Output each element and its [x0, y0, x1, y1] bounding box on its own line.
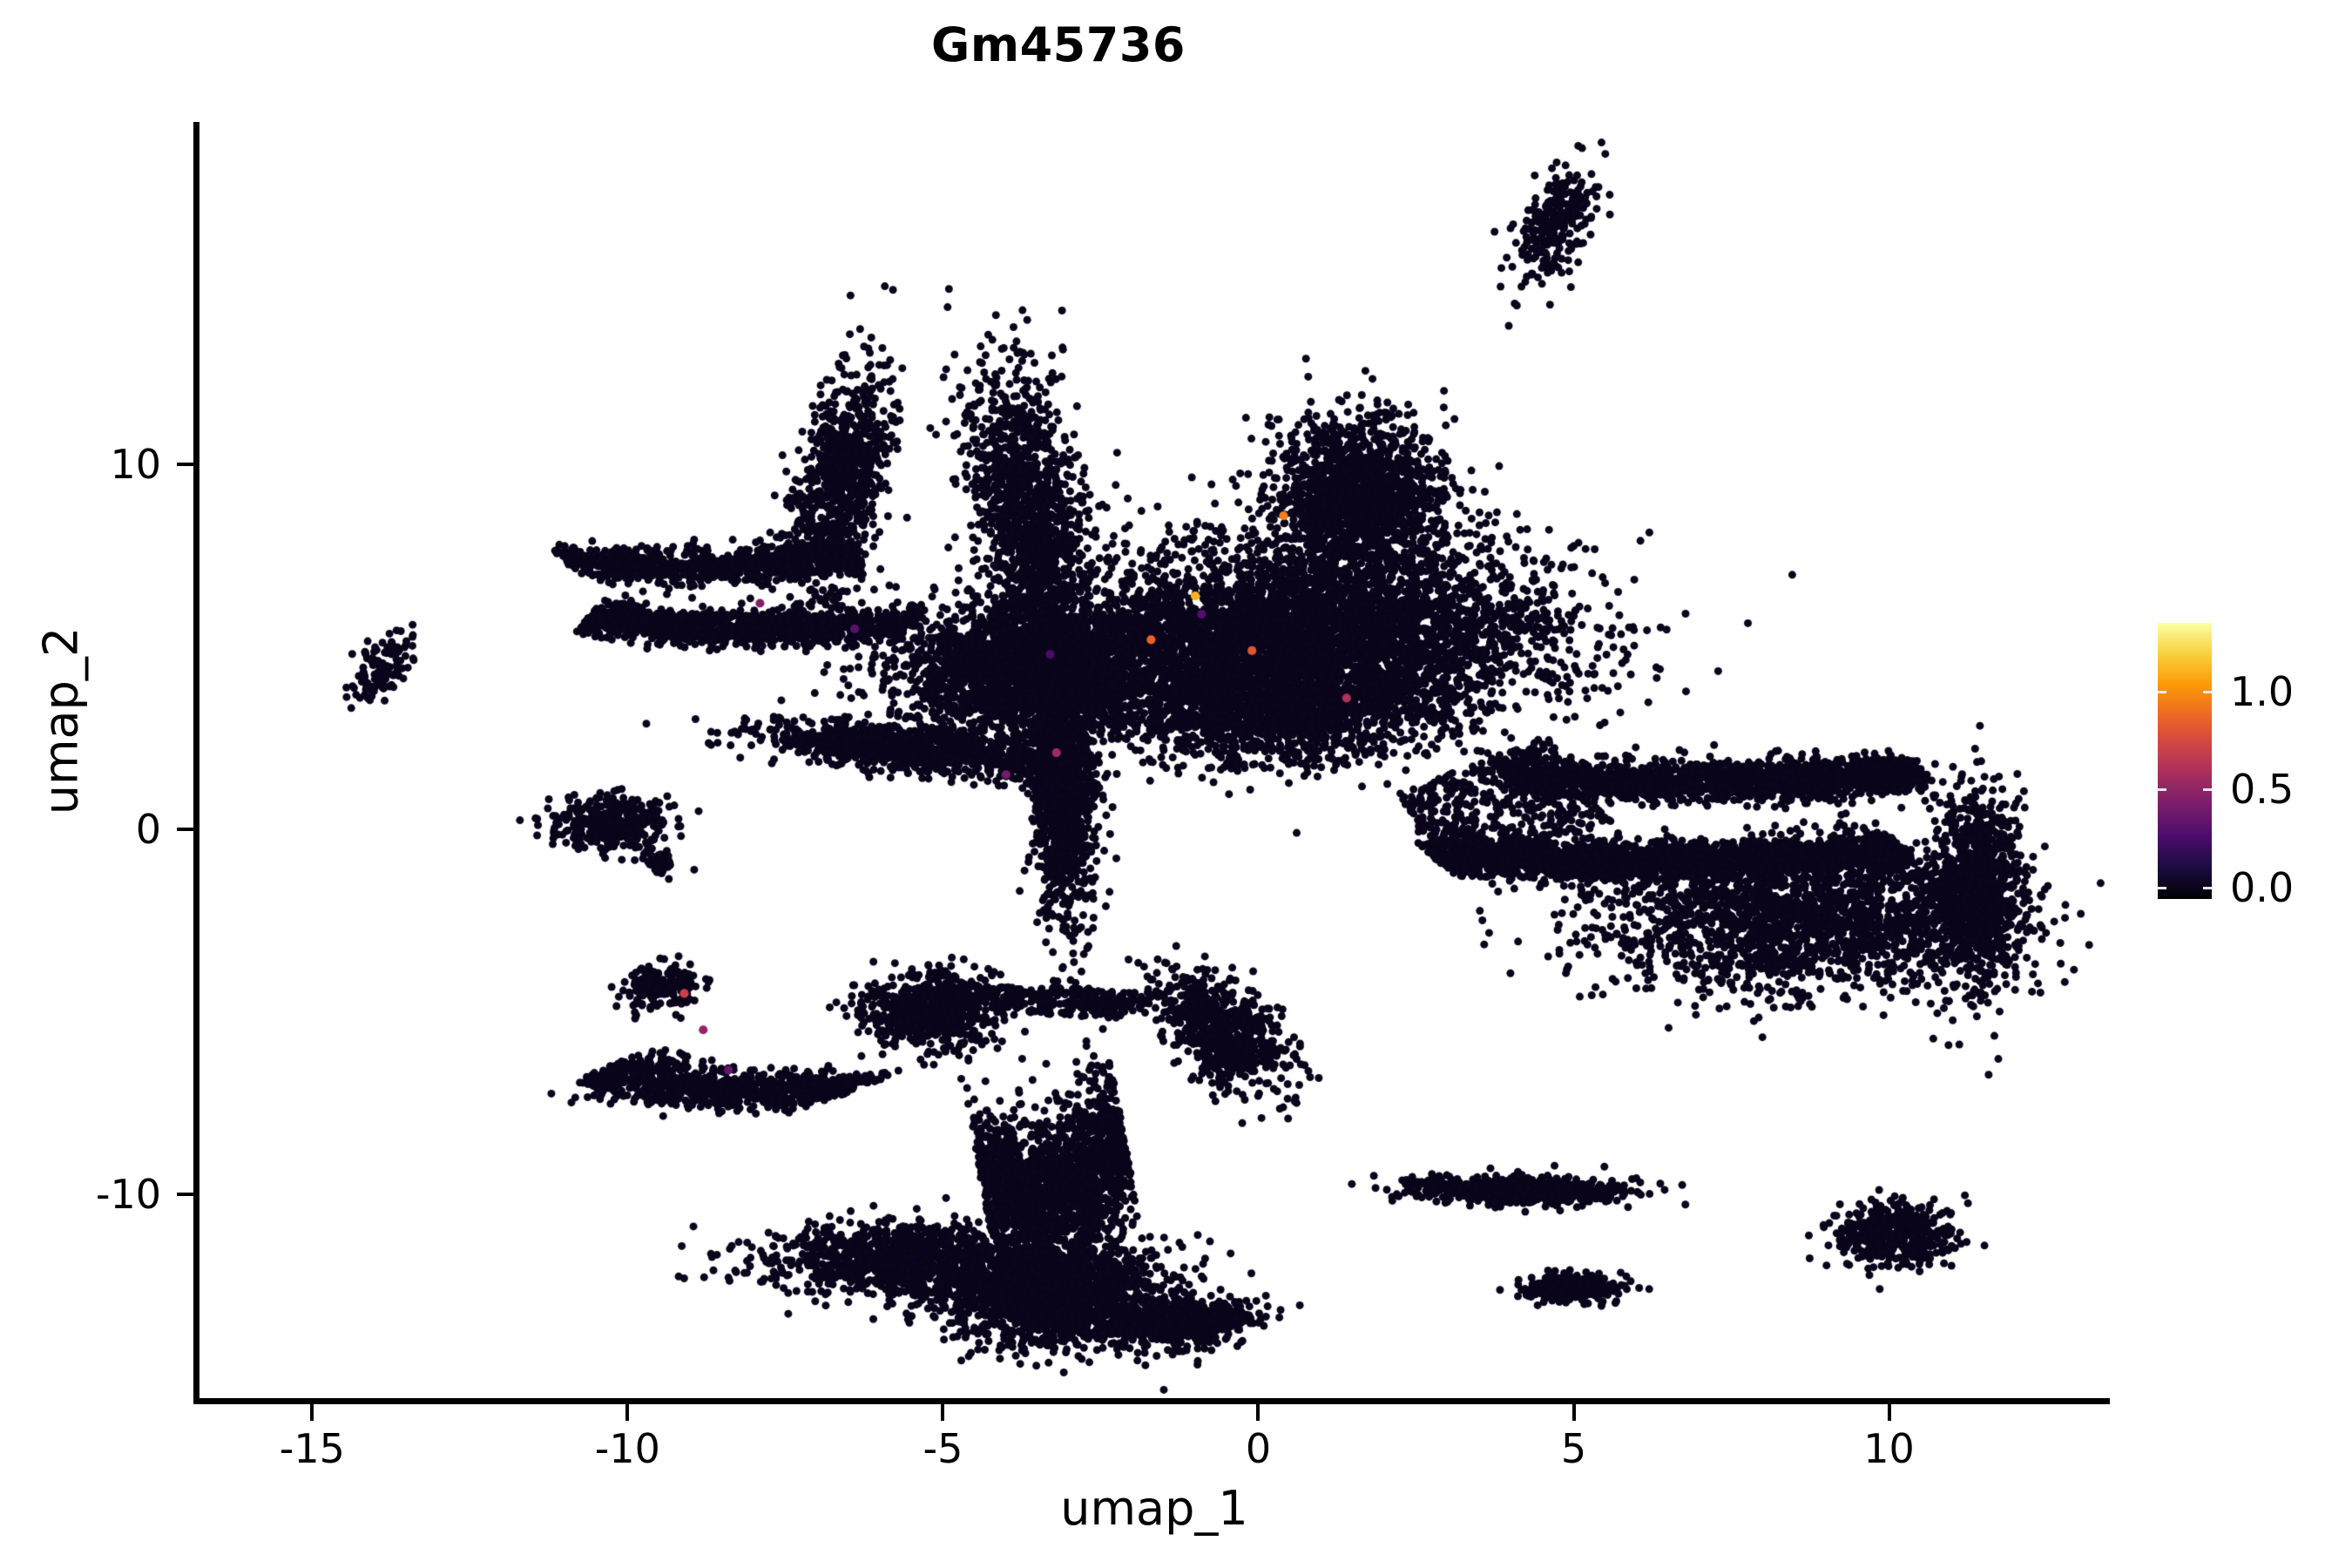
- colorbar: [2158, 623, 2212, 899]
- x-tick-label: 10: [1863, 1425, 1915, 1472]
- y-tick-mark: [177, 1192, 193, 1196]
- x-tick-mark: [1256, 1404, 1260, 1421]
- colorbar-tick-label: 0.0: [2230, 863, 2295, 911]
- x-tick-mark: [625, 1404, 630, 1421]
- x-tick-mark: [941, 1404, 945, 1421]
- x-tick-label: -5: [923, 1425, 963, 1472]
- colorbar-tick-label: 1.0: [2230, 667, 2295, 715]
- colorbar-tick-mark: [2203, 886, 2212, 889]
- colorbar-tick-label: 0.5: [2230, 766, 2295, 814]
- colorbar-tick-mark: [2158, 690, 2166, 693]
- x-tick-label: -15: [279, 1425, 345, 1472]
- x-tick-label: 5: [1560, 1425, 1587, 1472]
- y-tick-label: 0: [135, 806, 161, 854]
- x-tick-label: -10: [594, 1425, 660, 1472]
- y-axis-spine: [193, 122, 199, 1404]
- colorbar-tick-mark: [2158, 788, 2166, 792]
- x-axis-spine: [193, 1398, 2110, 1404]
- y-tick-label: 10: [110, 441, 161, 489]
- scatter-plot-area: [199, 122, 2110, 1398]
- x-tick-mark: [310, 1404, 314, 1421]
- scatter-canvas: [199, 122, 2110, 1398]
- colorbar-gradient: [2158, 623, 2212, 899]
- page-title: Gm45736: [931, 17, 1186, 72]
- colorbar-tick-mark: [2203, 788, 2212, 792]
- colorbar-tick-mark: [2203, 690, 2212, 693]
- x-tick-mark: [1571, 1404, 1576, 1421]
- y-tick-mark: [177, 463, 193, 467]
- colorbar-tick-mark: [2158, 886, 2166, 889]
- y-axis-label: umap_2: [33, 626, 89, 815]
- y-tick-label: -10: [95, 1170, 161, 1218]
- y-tick-mark: [177, 828, 193, 832]
- x-tick-mark: [1887, 1404, 1891, 1421]
- x-tick-label: 0: [1245, 1425, 1272, 1472]
- x-axis-label: umap_1: [1060, 1481, 1248, 1536]
